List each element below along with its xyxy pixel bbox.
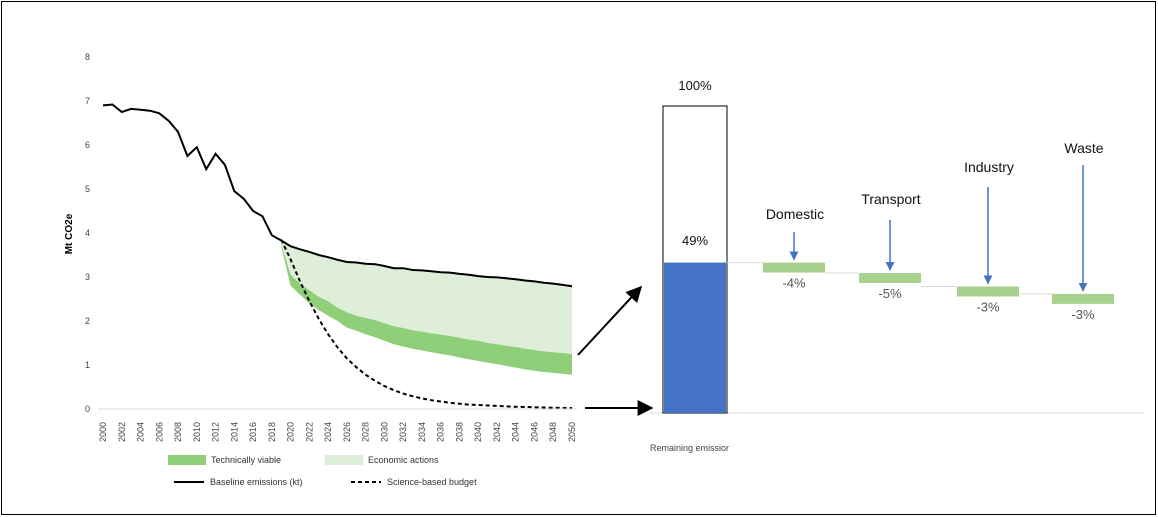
x-tick-label: 2048 [548, 422, 558, 442]
y-tick-label: 6 [85, 140, 90, 150]
legend-label-economic-actions: Economic actions [368, 455, 439, 465]
waterfall-step-bar [859, 273, 921, 284]
x-tick-label: 2014 [229, 422, 239, 442]
line-layers [102, 103, 573, 410]
x-tick-label: 2008 [173, 422, 183, 442]
economic-actions-area [281, 240, 572, 354]
x-tick-label: 2010 [192, 422, 202, 442]
y-tick-label: 7 [85, 96, 90, 106]
x-tick-label: 2006 [154, 422, 164, 442]
x-tick-label: 2040 [473, 422, 483, 442]
legend-label-budget: Science-based budget [387, 477, 477, 487]
x-tick-label: 2018 [267, 422, 277, 442]
waterfall-category-label: Transport [861, 191, 921, 207]
remaining-emission-bar [664, 262, 726, 413]
technically-viable-area [281, 244, 572, 375]
legend-label-technically-viable: Technically viable [211, 455, 281, 465]
remaining-percent-label: 49% [682, 233, 708, 248]
x-axis-ticks: 2000 2002 2004 2006 2008 2010 2012 2014 2016 2018… [98, 422, 577, 442]
y-tick-label: 8 [85, 52, 90, 62]
waterfall-step-bar [957, 286, 1019, 297]
connector-arrow-upper [577, 285, 643, 356]
x-tick-label: 2036 [436, 422, 446, 442]
x-tick-label: 2000 [98, 422, 108, 442]
legend: Technically viable Economic actions Base… [168, 455, 477, 487]
x-tick-label: 2004 [136, 422, 146, 442]
remaining-category-label: Remaining emissior [650, 443, 729, 453]
x-tick-label: 2050 [567, 422, 577, 442]
waterfall-step-value: -3% [1071, 307, 1095, 322]
x-tick-label: 2024 [323, 422, 333, 442]
legend-label-baseline: Baseline emissions (kt) [210, 477, 303, 487]
legend-swatch-technically-viable [168, 455, 206, 465]
reduction-waterfall-chart: 100% 49% Remaining emissior -4%Domestic-… [650, 78, 1145, 453]
x-tick-label: 2038 [454, 422, 464, 442]
waterfall-step-value: -4% [782, 276, 806, 291]
x-tick-label: 2032 [398, 422, 408, 442]
x-tick-label: 2028 [361, 422, 371, 442]
waterfall-step-bar [1052, 293, 1114, 304]
x-tick-label: 2046 [529, 422, 539, 442]
area-layers [281, 240, 572, 375]
y-tick-label: 4 [85, 228, 90, 238]
waterfall-step-value: -3% [976, 300, 1000, 315]
y-tick-label: 1 [85, 360, 90, 370]
x-tick-label: 2022 [304, 422, 314, 442]
x-tick-label: 2012 [211, 422, 221, 442]
waterfall-category-label: Industry [964, 159, 1014, 175]
baseline-emissions-line [102, 103, 573, 288]
x-tick-label: 2026 [342, 422, 352, 442]
y-tick-label: 0 [85, 404, 90, 414]
x-tick-label: 2044 [511, 422, 521, 442]
y-axis-title: Mt CO2e [64, 213, 75, 254]
waterfall-category-label: Waste [1064, 140, 1103, 156]
legend-swatch-economic-actions [325, 455, 363, 465]
x-tick-label: 2016 [248, 422, 258, 442]
x-tick-label: 2042 [492, 422, 502, 442]
x-tick-label: 2020 [286, 422, 296, 442]
x-tick-label: 2034 [417, 422, 427, 442]
y-tick-label: 3 [85, 272, 90, 282]
x-tick-label: 2030 [379, 422, 389, 442]
waterfall-category-label: Domestic [766, 206, 824, 222]
waterfall-step-bar [763, 262, 825, 273]
y-tick-label: 2 [85, 316, 90, 326]
total-percent-label: 100% [678, 78, 712, 93]
y-tick-label: 5 [85, 184, 90, 194]
x-tick-label: 2002 [117, 422, 127, 442]
waterfall-step-value: -5% [878, 286, 902, 301]
waterfall-steps: -4% Domestic -5% Transport -3% Industry -3% Was… [727, 140, 1114, 322]
science-based-budget-line [280, 239, 573, 410]
y-axis-ticks: 0 1 2 3 4 5 6 7 8 [85, 52, 90, 414]
